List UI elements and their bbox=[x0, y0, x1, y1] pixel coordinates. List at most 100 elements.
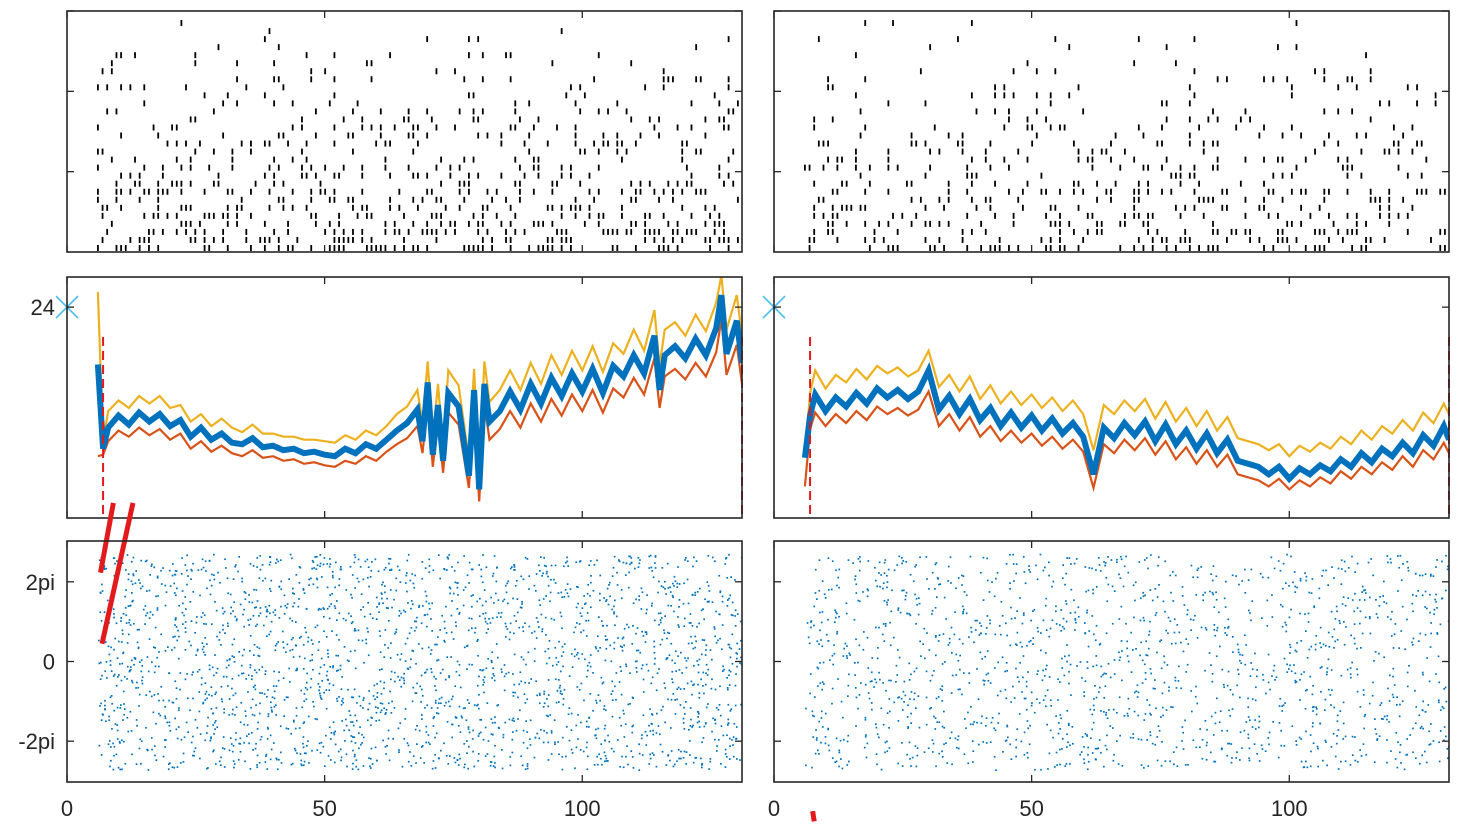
phase-dot bbox=[1150, 672, 1152, 675]
phase-dot bbox=[239, 721, 242, 724]
phase-dot bbox=[303, 700, 306, 702]
phase-dot bbox=[108, 719, 111, 722]
phase-dot bbox=[300, 759, 303, 762]
phase-dot bbox=[1068, 557, 1071, 559]
phase-dot bbox=[503, 675, 506, 678]
phase-dot bbox=[1100, 675, 1103, 678]
phase-dot bbox=[439, 672, 442, 674]
phase-dot bbox=[918, 726, 921, 729]
phase-dot bbox=[422, 605, 424, 607]
phase-dot bbox=[1129, 736, 1132, 739]
phase-dot bbox=[971, 740, 974, 742]
phase-dot bbox=[1112, 727, 1114, 729]
phase-dot bbox=[607, 760, 609, 762]
phase-dot bbox=[1111, 585, 1114, 588]
phase-dot bbox=[945, 742, 947, 744]
phase-dot bbox=[547, 759, 550, 761]
phase-dot bbox=[214, 654, 216, 656]
phase-dot bbox=[724, 563, 727, 565]
phase-dot bbox=[400, 612, 402, 615]
phase-dot bbox=[336, 619, 338, 621]
phase-dot bbox=[321, 680, 324, 682]
phase-dot bbox=[396, 565, 399, 568]
phase-dot bbox=[1126, 655, 1129, 657]
phase-dot bbox=[884, 559, 887, 561]
phase-dot bbox=[882, 587, 884, 590]
phase-dot bbox=[1097, 747, 1100, 750]
phase-dot bbox=[717, 639, 719, 642]
phase-dot bbox=[223, 610, 226, 613]
phase-dot bbox=[237, 570, 239, 573]
phase-dot bbox=[334, 730, 336, 733]
phase-dot bbox=[523, 693, 526, 695]
phase-dot bbox=[503, 598, 506, 601]
phase-dot bbox=[476, 704, 478, 707]
phase-dot bbox=[580, 721, 582, 724]
phase-dot bbox=[1216, 629, 1218, 632]
phase-dot bbox=[1236, 643, 1239, 646]
phase-dot bbox=[231, 750, 234, 753]
phase-dot bbox=[500, 611, 503, 614]
phase-dot bbox=[256, 766, 259, 769]
phase-dot bbox=[827, 557, 830, 559]
phase-dot bbox=[168, 569, 171, 572]
phase-dot bbox=[656, 672, 659, 675]
phase-dot bbox=[255, 589, 258, 591]
phase-dot bbox=[502, 600, 504, 603]
phase-dot bbox=[105, 661, 108, 663]
phase-dot bbox=[350, 593, 352, 596]
phase-dot bbox=[884, 741, 887, 744]
phase-dot bbox=[1254, 652, 1256, 655]
phase-dot bbox=[215, 672, 218, 674]
phase-dot bbox=[638, 595, 640, 597]
phase-dot bbox=[285, 651, 287, 653]
phase-dot bbox=[1141, 682, 1144, 684]
phase-dot bbox=[238, 651, 241, 653]
phase-dot bbox=[1215, 598, 1218, 601]
phase-dot bbox=[300, 689, 303, 692]
phase-dot bbox=[197, 569, 200, 571]
phase-dot bbox=[859, 560, 861, 563]
phase-dot bbox=[333, 733, 336, 736]
phase-dot bbox=[875, 723, 877, 725]
phase-dot bbox=[1284, 702, 1286, 704]
phase-dot bbox=[327, 649, 329, 652]
phase-dot bbox=[440, 749, 442, 752]
phase-dot bbox=[387, 702, 390, 705]
phase-dot bbox=[192, 671, 194, 673]
phase-dot bbox=[1294, 585, 1296, 588]
phase-dot bbox=[1425, 761, 1428, 764]
phase-dot bbox=[1351, 735, 1354, 738]
phase-dot bbox=[716, 745, 718, 747]
phase-dot bbox=[430, 707, 433, 709]
phase-dot bbox=[638, 599, 641, 601]
phase-dot bbox=[583, 699, 585, 702]
phase-dot bbox=[824, 597, 827, 599]
phase-dot bbox=[568, 707, 571, 709]
phase-dot bbox=[264, 577, 267, 580]
phase-dot bbox=[1392, 696, 1395, 699]
phase-dot bbox=[1374, 728, 1377, 730]
phase-dot bbox=[540, 728, 542, 731]
phase-dot bbox=[641, 591, 644, 594]
phase-dot bbox=[985, 627, 988, 629]
panel-rate-right bbox=[762, 276, 1450, 519]
phase-dot bbox=[711, 556, 714, 559]
phase-dot bbox=[683, 582, 685, 585]
phase-dot bbox=[739, 759, 741, 761]
phase-dot bbox=[403, 682, 405, 685]
phase-dot bbox=[1100, 665, 1103, 668]
phase-dot bbox=[823, 593, 826, 596]
phase-dot bbox=[1199, 728, 1201, 730]
phase-dot bbox=[1084, 733, 1087, 735]
phase-dot bbox=[1116, 558, 1118, 561]
phase-dot bbox=[223, 708, 225, 710]
phase-dot bbox=[1184, 719, 1186, 722]
phase-dot bbox=[584, 658, 586, 661]
phase-dot bbox=[315, 568, 318, 570]
phase-dot bbox=[353, 629, 356, 632]
phase-dot bbox=[420, 622, 423, 625]
phase-dot bbox=[399, 581, 402, 583]
phase-dot bbox=[222, 628, 224, 631]
phase-dot bbox=[1368, 617, 1371, 620]
